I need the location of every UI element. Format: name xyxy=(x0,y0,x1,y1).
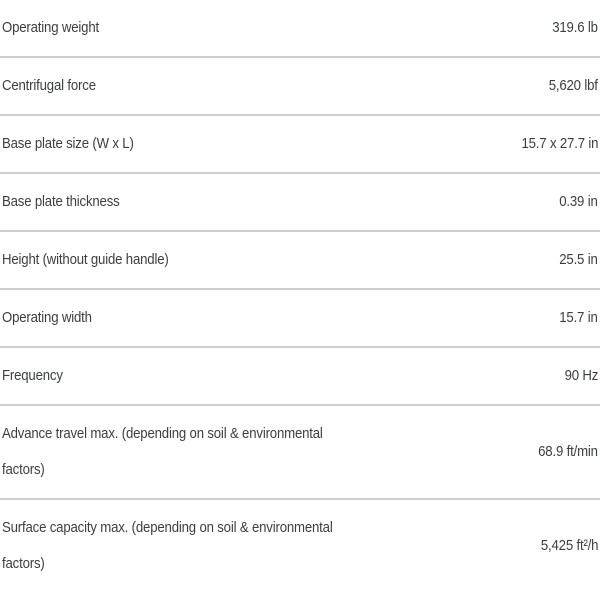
spec-label: Operating width xyxy=(2,309,92,326)
spec-label: Base plate thickness xyxy=(2,193,120,210)
spec-label: Operating weight xyxy=(2,19,99,36)
spec-row-frequency: Frequency 90 Hz xyxy=(0,348,600,406)
spec-value: 0.39 in xyxy=(559,193,599,210)
spec-value: 15.7 x 27.7 in xyxy=(521,135,598,152)
spec-row-operating-weight: Operating weight 319.6 lb xyxy=(0,0,600,58)
spec-row-height: Height (without guide handle) 25.5 in xyxy=(0,232,600,290)
spec-value: 5,620 lbf xyxy=(548,77,598,94)
spec-row-surface-capacity: Surface capacity max. (depending on soil… xyxy=(0,500,600,592)
spec-value: 15.7 in xyxy=(559,309,599,326)
spec-label: Centrifugal force xyxy=(2,77,96,94)
spec-row-base-plate-size: Base plate size (W x L) 15.7 x 27.7 in xyxy=(0,116,600,174)
spec-value: 319.6 lb xyxy=(552,19,598,36)
spec-label: Frequency xyxy=(2,367,63,384)
spec-row-advance-travel: Advance travel max. (depending on soil &… xyxy=(0,406,600,500)
spec-label: Advance travel max. (depending on soil &… xyxy=(2,425,323,478)
spec-row-centrifugal-force: Centrifugal force 5,620 lbf xyxy=(0,58,600,116)
spec-value: 90 Hz xyxy=(564,367,598,384)
spec-label: Base plate size (W x L) xyxy=(2,135,134,152)
spec-value: 25.5 in xyxy=(559,251,599,268)
spec-label: Height (without guide handle) xyxy=(2,251,169,268)
spec-label: Surface capacity max. (depending on soil… xyxy=(2,519,333,572)
spec-row-base-plate-thickness: Base plate thickness 0.39 in xyxy=(0,174,600,232)
spec-row-operating-width: Operating width 15.7 in xyxy=(0,290,600,348)
spec-value: 68.9 ft/min xyxy=(538,443,598,460)
spec-value: 5,425 ft²/h xyxy=(540,537,598,554)
